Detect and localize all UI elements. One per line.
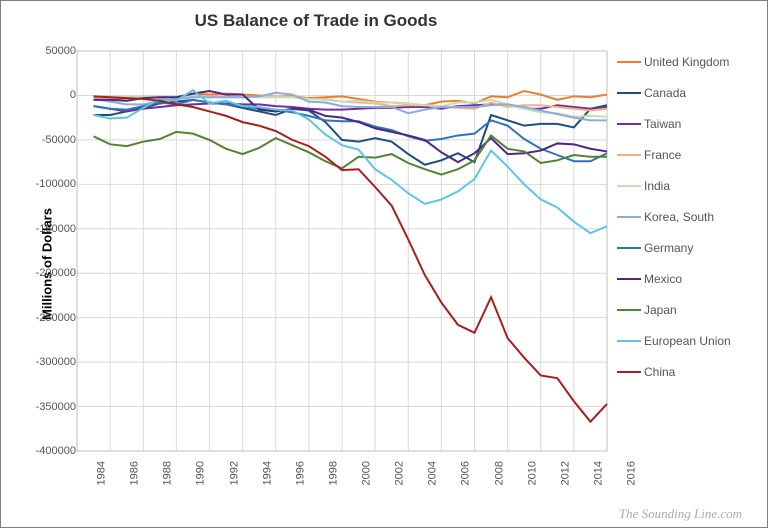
plot-area xyxy=(77,51,607,451)
legend-label: Taiwan xyxy=(644,117,681,131)
y-tick-label: -400000 xyxy=(36,445,76,457)
chart-title: US Balance of Trade in Goods xyxy=(1,11,631,31)
legend-item: Germany xyxy=(617,241,731,255)
legend-swatch xyxy=(617,216,641,219)
legend-item: Taiwan xyxy=(617,117,731,131)
x-tick-label: 1990 xyxy=(195,461,207,485)
x-tick-label: 2016 xyxy=(625,461,637,485)
x-tick-label: 1988 xyxy=(162,461,174,485)
legend-item: European Union xyxy=(617,334,731,348)
legend-item: India xyxy=(617,179,731,193)
legend-item: Korea, South xyxy=(617,210,731,224)
y-axis: -400000-350000-300000-250000-200000-1500… xyxy=(21,51,76,451)
x-tick-label: 2012 xyxy=(559,461,571,485)
x-tick-label: 2002 xyxy=(394,461,406,485)
source-text: The Sounding Line.com xyxy=(619,506,742,522)
legend-swatch xyxy=(617,371,641,374)
x-tick-label: 1998 xyxy=(327,461,339,485)
x-tick-label: 1984 xyxy=(95,461,107,485)
legend-label: Japan xyxy=(644,303,677,317)
legend: United Kingdom Canada Taiwan France India Kor… xyxy=(617,55,731,396)
legend-swatch xyxy=(617,309,641,312)
legend-label: France xyxy=(644,148,681,162)
y-tick-label: -50000 xyxy=(42,134,76,146)
series-china xyxy=(94,96,607,421)
legend-swatch xyxy=(617,278,641,281)
x-tick-label: 2010 xyxy=(526,461,538,485)
x-tick-label: 2000 xyxy=(360,461,372,485)
chart-container: US Balance of Trade in Goods Millions of… xyxy=(0,0,768,528)
legend-label: United Kingdom xyxy=(644,55,729,69)
x-axis: 1984 1986 1988 1990 1992 1994 1996 1998 2000 2002… xyxy=(77,457,607,512)
x-tick-label: 2004 xyxy=(427,461,439,485)
x-tick-label: 1992 xyxy=(228,461,240,485)
legend-item: Canada xyxy=(617,86,731,100)
legend-item: France xyxy=(617,148,731,162)
legend-swatch xyxy=(617,123,641,126)
legend-label: Mexico xyxy=(644,272,682,286)
x-tick-label: 2008 xyxy=(493,461,505,485)
legend-label: India xyxy=(644,179,670,193)
y-tick-label: -350000 xyxy=(36,401,76,413)
y-tick-label: -200000 xyxy=(36,267,76,279)
y-tick-label: 50000 xyxy=(45,45,76,57)
legend-label: Canada xyxy=(644,86,686,100)
x-tick-label: 1986 xyxy=(129,461,141,485)
legend-item: Japan xyxy=(617,303,731,317)
legend-label: European Union xyxy=(644,334,731,348)
y-tick-label: -300000 xyxy=(36,356,76,368)
legend-swatch xyxy=(617,247,641,250)
legend-label: Korea, South xyxy=(644,210,714,224)
legend-item: United Kingdom xyxy=(617,55,731,69)
legend-swatch xyxy=(617,92,641,95)
legend-swatch xyxy=(617,61,641,64)
legend-label: Germany xyxy=(644,241,693,255)
legend-item: China xyxy=(617,365,731,379)
x-tick-label: 1994 xyxy=(261,461,273,485)
y-tick-label: -100000 xyxy=(36,178,76,190)
legend-swatch xyxy=(617,185,641,188)
legend-label: China xyxy=(644,365,675,379)
legend-swatch xyxy=(617,340,641,343)
y-tick-label: -150000 xyxy=(36,223,76,235)
chart-svg xyxy=(77,51,607,451)
legend-item: Mexico xyxy=(617,272,731,286)
y-tick-label: -250000 xyxy=(36,312,76,324)
x-tick-label: 2014 xyxy=(592,461,604,485)
x-tick-label: 2006 xyxy=(460,461,472,485)
legend-swatch xyxy=(617,154,641,157)
y-tick-label: 0 xyxy=(70,89,76,101)
x-tick-label: 1996 xyxy=(294,461,306,485)
